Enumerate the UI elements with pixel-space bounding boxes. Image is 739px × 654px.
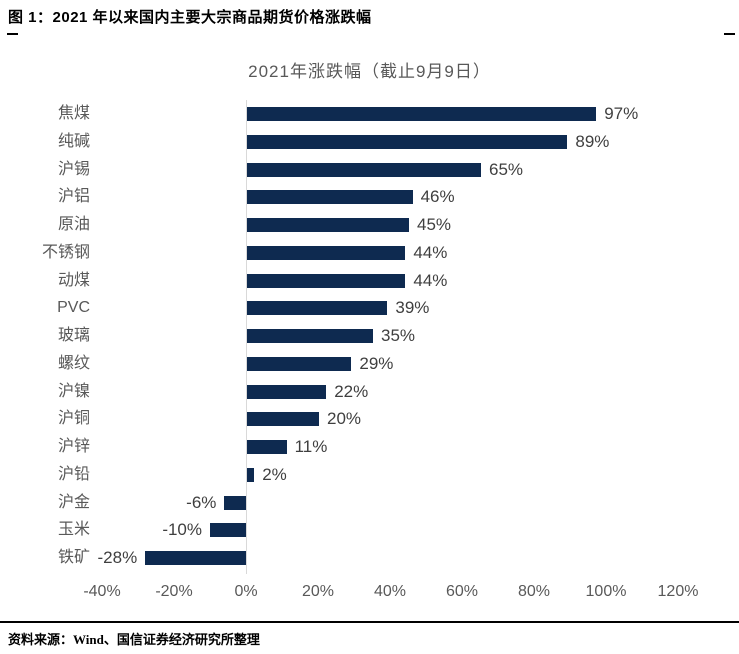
bar: [247, 245, 406, 260]
x-axis-tick-label: 40%: [373, 583, 407, 600]
bar-row: 沪铜 20%: [0, 405, 739, 433]
bar: [247, 467, 255, 482]
bar: [247, 190, 413, 205]
value-label: 11%: [294, 437, 328, 456]
bar-row: 焦煤 97%: [0, 100, 739, 128]
value-label: 39%: [395, 298, 430, 318]
bar-row: 原油 45%: [0, 211, 739, 239]
x-axis-tick-label: -40%: [83, 583, 121, 600]
bar: [210, 523, 246, 538]
x-axis-tick-label: 100%: [585, 583, 627, 600]
value-label: 97%: [604, 104, 639, 123]
value-label: 89%: [575, 131, 610, 151]
category-label: 沪锌: [57, 438, 90, 455]
x-axis-tick-label: -20%: [155, 583, 193, 600]
value-label: -28%: [97, 548, 138, 567]
category-label: 玻璃: [57, 327, 90, 344]
bar-row: 沪金 -6%: [0, 489, 739, 517]
category-label: 原油: [57, 216, 90, 233]
category-label: 沪锡: [57, 160, 90, 178]
bar: [247, 273, 406, 288]
bar: [224, 495, 246, 510]
bar-row: 沪铝 46%: [0, 183, 739, 211]
bar-row: 沪镍 22%: [0, 378, 739, 406]
bar: [247, 162, 481, 177]
bar: [247, 329, 373, 343]
source-note: 资料来源：Wind、国信证券经济研究所整理: [8, 632, 260, 647]
x-axis-tick-label: 20%: [301, 583, 335, 600]
edge-dash-left: [7, 33, 18, 35]
value-label: 2%: [262, 464, 287, 484]
bar: [247, 301, 388, 316]
value-label: 44%: [413, 242, 448, 262]
bar-row: 沪锌 11%: [0, 433, 739, 461]
category-label: 螺纹: [57, 354, 90, 372]
figure-title: 图 1：2021 年以来国内主要大宗商品期货价格涨跌幅: [8, 9, 372, 26]
edge-dash-right: [724, 33, 735, 35]
bar-row: 铁矿 -28%: [0, 544, 739, 572]
value-label: -10%: [162, 520, 202, 540]
x-axis-tick-label: 120%: [657, 583, 699, 600]
category-label: 沪金: [57, 493, 90, 511]
value-label: 22%: [334, 381, 369, 401]
bar: [247, 412, 319, 427]
category-label: 纯碱: [57, 132, 90, 150]
bar: [145, 551, 246, 565]
value-label: 65%: [489, 159, 524, 179]
x-axis-tick-label: 60%: [445, 583, 479, 600]
category-label: 沪镍: [57, 382, 90, 400]
x-axis: -40% -20% 0% 20% 40% 60% 80% 100% 120%: [0, 580, 739, 604]
category-label: 玉米: [57, 521, 90, 539]
bar-row: 沪铅 2%: [0, 461, 739, 489]
value-label: 46%: [420, 187, 455, 207]
x-axis-tick-label: 0%: [234, 583, 258, 600]
value-label: 29%: [359, 353, 394, 373]
bar: [247, 384, 327, 399]
category-label: 焦煤: [57, 105, 90, 122]
category-label: 铁矿: [57, 549, 90, 566]
bar-row: 螺纹 29%: [0, 350, 739, 378]
zero-axis-line: [246, 100, 247, 574]
category-label: 沪铜: [57, 410, 90, 428]
bar-row: 玻璃 35%: [0, 322, 739, 350]
bar: [247, 134, 568, 149]
value-label: -6%: [186, 492, 217, 512]
bar: [247, 218, 409, 232]
footer-divider: [0, 621, 739, 623]
bar-row: 不锈钢 44%: [0, 239, 739, 267]
bar: [247, 107, 597, 121]
category-label: 沪铝: [57, 188, 90, 206]
bar-row: 动煤 44%: [0, 267, 739, 295]
value-label: 45%: [417, 215, 452, 234]
category-label: 动煤: [57, 271, 90, 289]
value-label: 44%: [413, 270, 448, 290]
category-label: 沪铅: [57, 465, 90, 483]
plot-area: 焦煤 97% 纯碱 89% 沪锡 65% 沪铝 46% 原油 45% 不锈钢 44% 动煤 44% PVC 3…: [0, 100, 739, 574]
category-label: PVC: [57, 299, 90, 317]
bar-row: 纯碱 89%: [0, 128, 739, 156]
chart-title: 2021年涨跌幅（截止9月9日）: [248, 62, 491, 81]
bar: [247, 440, 287, 454]
bar-row: 沪锡 65%: [0, 156, 739, 184]
category-label: 不锈钢: [41, 243, 90, 261]
value-label: 20%: [327, 409, 362, 429]
bar: [247, 356, 352, 371]
bar-row: 玉米 -10%: [0, 516, 739, 544]
bar-row: PVC 39%: [0, 294, 739, 322]
value-label: 35%: [381, 326, 416, 345]
x-axis-tick-label: 80%: [517, 583, 551, 600]
